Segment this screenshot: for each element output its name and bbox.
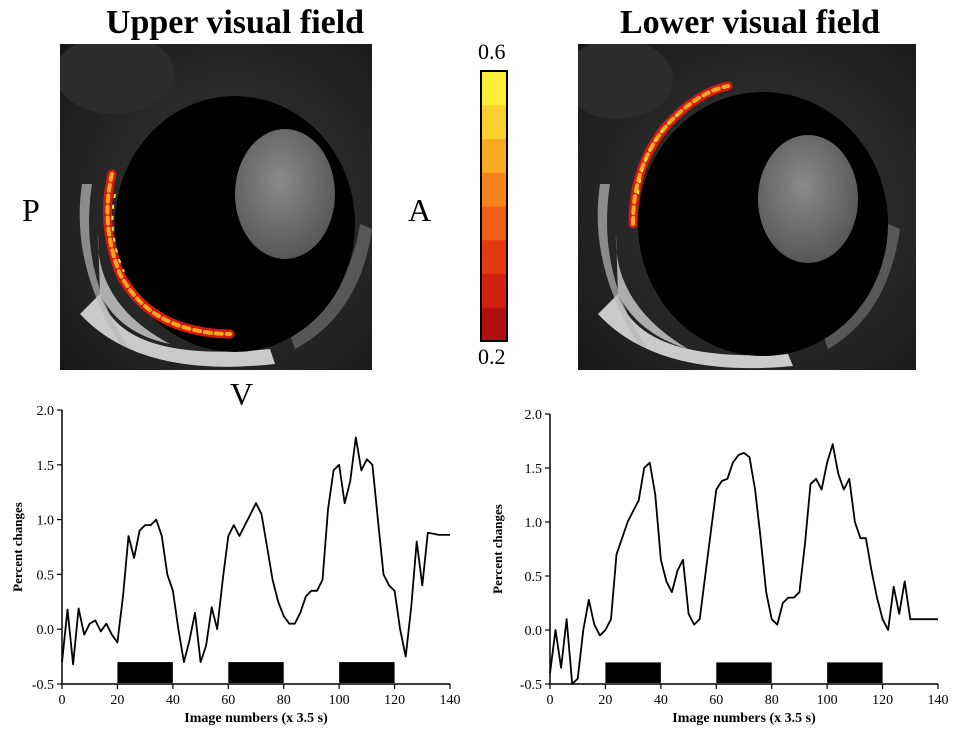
x-tick-label: 60 [709, 693, 723, 708]
percent-change-line [61, 436, 450, 666]
colorbar-segment [481, 172, 507, 207]
y-tick-label: 0.0 [37, 623, 55, 638]
y-tick-label: 0.5 [525, 570, 543, 585]
x-tick-label: 120 [872, 693, 893, 708]
y-tick-label: 1.0 [525, 516, 543, 531]
x-tick-label: 20 [598, 693, 612, 708]
stimulus-block [827, 662, 883, 683]
x-tick-label: 40 [654, 693, 668, 708]
y-tick-label: 0.0 [525, 624, 543, 639]
colorbar-max-label: 0.6 [478, 39, 506, 64]
colorbar-segment [481, 138, 507, 173]
anterior-label: A [408, 192, 432, 228]
stimulus-block [716, 662, 772, 683]
x-axis-label: Image numbers (x 3.5 s) [672, 711, 816, 726]
x-tick-label: 20 [110, 693, 124, 708]
y-axis-label: Percent changes [10, 502, 25, 592]
x-tick-label: 40 [166, 693, 180, 708]
x-tick-label: 0 [59, 693, 66, 708]
x-axis-label: Image numbers (x 3.5 s) [184, 711, 328, 726]
x-tick-label: 60 [221, 693, 235, 708]
x-tick-label: 140 [928, 693, 949, 708]
lower-field-title: Lower visual field [619, 4, 881, 41]
colorbar-min-label: 0.2 [478, 344, 506, 369]
lower-field-timecourse-chart: -0.5 0.0 0.5 1.0 1.5 2.0 0 20 40 60 80 100 120 140 Ima… [490, 408, 949, 726]
colorbar-segment [481, 71, 507, 106]
y-tick-label: 2.0 [37, 404, 55, 419]
posterior-label: P [22, 192, 40, 228]
ventral-label: V [230, 376, 254, 412]
percent-change-line [549, 443, 938, 685]
colorbar [480, 70, 508, 342]
y-tick-label: -0.5 [32, 678, 54, 693]
x-tick-label: 100 [817, 693, 838, 708]
x-tick-label: 100 [329, 693, 350, 708]
y-tick-label: 0.5 [37, 568, 55, 583]
y-tick-label: -0.5 [520, 678, 542, 693]
colorbar-segment [481, 239, 507, 274]
lower-field-eye-scan [578, 44, 916, 370]
x-tick-label: 140 [440, 693, 461, 708]
colorbar-segment [481, 104, 507, 139]
stimulus-block [339, 662, 395, 683]
x-tick-label: 80 [765, 693, 779, 708]
y-tick-label: 1.0 [37, 514, 55, 529]
colorbar-segment [481, 273, 507, 308]
stimulus-block [228, 662, 284, 683]
upper-field-eye-scan [60, 44, 372, 370]
x-tick-label: 0 [547, 693, 554, 708]
colorbar-segment [481, 307, 507, 342]
stimulus-block [605, 662, 661, 683]
upper-field-title: Upper visual field [105, 4, 365, 41]
y-axis-label: Percent changes [490, 504, 505, 594]
colorbar-segment [481, 206, 507, 241]
y-tick-label: 1.5 [37, 459, 55, 474]
x-tick-label: 120 [384, 693, 405, 708]
y-tick-label: 1.5 [525, 462, 543, 477]
upper-field-timecourse-chart: -0.5 0.0 0.5 1.0 1.5 2.0 0 20 40 60 80 100 120 140 Ima… [10, 404, 461, 726]
stimulus-block [117, 662, 173, 683]
x-tick-label: 80 [277, 693, 291, 708]
y-tick-label: 2.0 [525, 408, 543, 423]
